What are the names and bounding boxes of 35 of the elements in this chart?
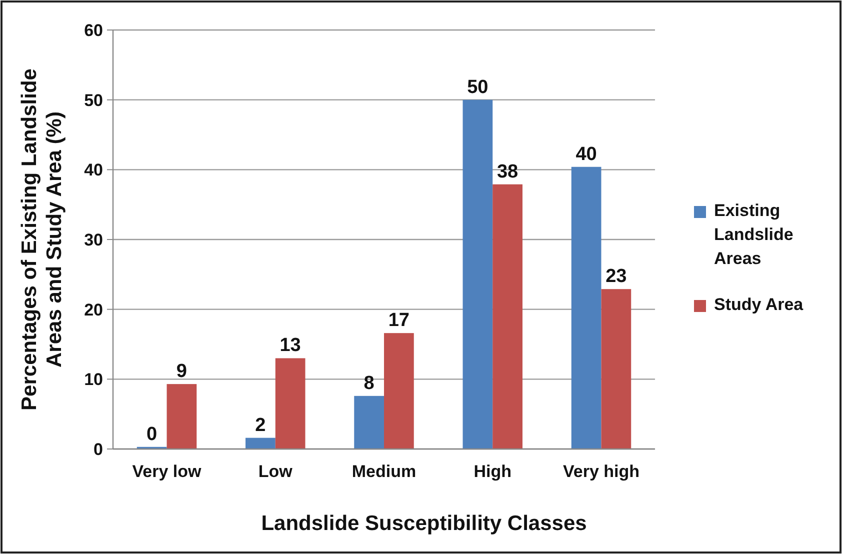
bar [384,333,414,449]
x-tick-label: Medium [352,462,416,481]
bar [601,289,632,449]
y-tick-label: 0 [94,440,103,459]
data-label: 0 [146,424,158,445]
x-tick-label: High [474,462,512,481]
bar [275,358,306,449]
legend-label: Study Area [714,295,804,314]
bar [571,166,602,449]
y-axis-title: Percentages of Existing Landslide Areas and Study Area (%) [18,68,66,410]
bar [492,184,522,449]
y-tick-label: 20 [84,300,103,320]
data-label: 23 [606,266,627,288]
x-axis-title: Landslide Susceptibility Classes [261,512,587,535]
data-label: 50 [467,76,488,98]
bar [246,438,276,449]
data-label: 2 [255,414,266,436]
data-label: 40 [576,144,597,165]
y-tick-label: 40 [84,160,103,180]
legend-label: Existing Landslide Areas [714,201,794,268]
data-label: 8 [364,372,374,394]
bar [166,384,197,449]
data-label: 9 [176,361,187,382]
bar [354,396,384,449]
x-tick-label: Very low [132,462,202,481]
y-tick-label: 60 [84,20,103,40]
data-label: 13 [280,335,301,356]
x-tick-label: Very high [562,462,640,481]
y-tick-label: 10 [84,370,103,390]
data-label: 17 [388,310,410,332]
y-tick-label: 30 [84,230,103,250]
x-tick-label: Low [258,462,294,481]
bar [462,100,493,449]
y-tick-label: 50 [84,90,103,110]
data-label: 38 [496,161,518,182]
